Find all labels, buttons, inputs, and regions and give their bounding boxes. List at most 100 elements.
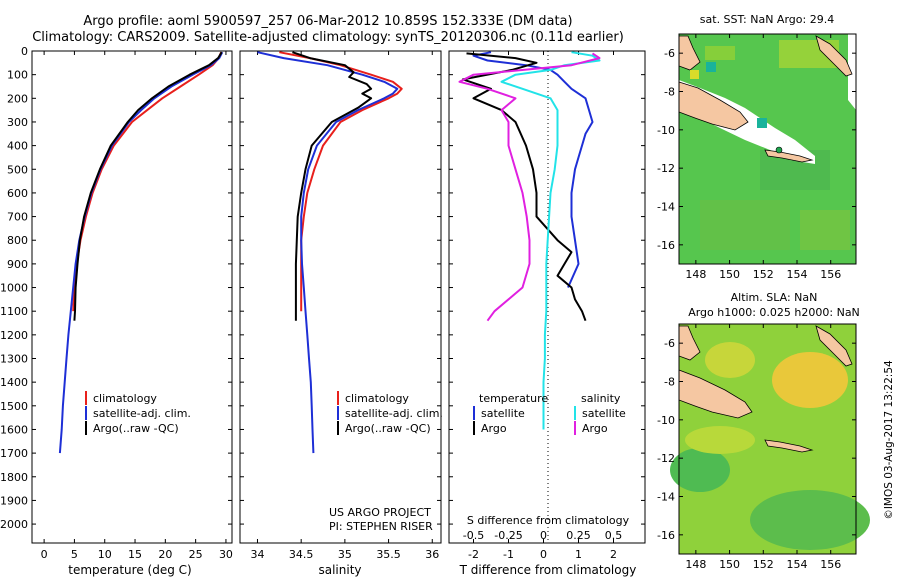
temperature-xlabel: temperature (deg C) [68,563,191,577]
sst-patch [700,200,790,250]
depth-tick-label: 200 [7,92,28,105]
x-tick-label: 1 [575,548,582,561]
depth-tick-label: 100 [7,69,28,82]
lon-tick-label: 156 [820,558,841,571]
depth-tick-label: 1400 [0,376,28,389]
s-tick-label: 0.5 [605,529,623,542]
pi-annotation: PI: STEPHEN RISER [329,520,433,533]
lat-tick-label: -6 [664,47,675,60]
sla-low-region [750,490,870,550]
x-tick-label: 2 [610,548,617,561]
temperature-legend: climatology satellite-adj. clim. Argo(..… [85,391,191,435]
depth-tick-label: 1100 [0,305,28,318]
difference-x-ticks: -2 -1 0 1 2 -0.5 -0.25 0 0.25 0.5 [463,51,622,561]
series-line-temperature-satellite [472,51,594,288]
sst-lon-ticks: 148 150 152 154 156 [685,34,841,281]
sla-lat-ticks: -6 -8 -10 -12 -14 -16 [657,337,856,542]
new-guinea-land [678,369,753,419]
x-tick-label: 20 [158,548,172,561]
temperature-series [58,51,224,454]
x-tick-label: 34 [250,548,264,561]
sla-map-frame [678,323,857,555]
depth-tick-label: 1900 [0,494,28,507]
salinity-legend: climatology satellite-adj. clim. Argo(..… [337,391,443,435]
sst-pixel [706,62,716,72]
lat-tick-label: -12 [657,452,675,465]
lat-tick-label: -6 [664,337,675,350]
lat-tick-label: -14 [657,201,675,214]
lon-tick-label: 156 [820,268,841,281]
lon-tick-label: 154 [787,268,808,281]
depth-tick-label: 2000 [0,518,28,531]
argo-location-marker [775,146,783,154]
x-tick-label: -2 [468,548,479,561]
legend-climatology: climatology [93,392,157,405]
x-tick-label: 35 [338,548,352,561]
lon-tick-label: 152 [753,558,774,571]
legend-sal-argo: Argo [582,422,608,435]
lon-tick-label: 152 [753,268,774,281]
depth-tick-label: 900 [7,258,28,271]
lat-tick-label: -8 [664,376,675,389]
lat-tick-label: -8 [664,86,675,99]
difference-panel: -2 -1 0 1 2 -0.5 -0.25 0 0.25 0.5 S difference fr… [448,50,646,577]
legend-header-temperature: temperature [479,392,548,405]
credit-stamp: ©IMOS 03-Aug-2017 13:22:54 [883,360,895,520]
title-line-1: Argo profile: aoml 5900597_257 06-Mar-20… [83,14,572,29]
sla-high-region [772,352,848,408]
temperature-panel: 0100200300400500600700800900100011001200… [0,45,233,577]
lon-tick-label: 150 [719,268,740,281]
x-tick-label: 34.5 [289,548,314,561]
series-line-argo-raw-qc- [292,51,373,321]
lat-tick-label: -12 [657,162,675,175]
salinity-xlabel: salinity [318,563,361,577]
new-ireland-land [815,325,853,367]
new-guinea-land [678,81,749,131]
x-tick-label: 36 [425,548,439,561]
series-line-argo-raw-qc- [73,51,223,321]
s-tick-label: 0 [540,529,547,542]
difference-series [458,51,601,430]
lat-tick-label: -14 [657,491,675,504]
sst-pixel [690,70,699,79]
x-tick-label: 0 [41,548,48,561]
lat-tick-label: -10 [657,124,675,137]
legend-header-salinity: salinity [581,392,621,405]
lon-tick-label: 148 [685,558,706,571]
s-difference-label: S difference from climatology [467,514,630,527]
depth-tick-label: 1200 [0,329,28,342]
sst-patch [800,210,850,250]
x-tick-label: 5 [71,548,78,561]
sla-map-title-1: Altim. SLA: NaN [731,291,818,304]
legend-satellite: satellite-adj. clim. [93,407,191,420]
sla-map: Altim. SLA: NaN Argo h1000: 0.025 h2000:… [657,291,870,571]
island-land [764,439,814,453]
lat-tick-label: -10 [657,414,675,427]
depth-tick-label: 1600 [0,423,28,436]
legend-climatology: climatology [345,392,409,405]
legend-temp-satellite: satellite [481,407,525,420]
depth-tick-label: 700 [7,211,28,224]
legend-sal-satellite: satellite [582,407,626,420]
depth-tick-label: 400 [7,140,28,153]
sst-patch [705,46,735,60]
legend-argo: Argo(..raw -QC) [93,422,179,435]
sst-map-frame [678,33,857,265]
x-tick-label: 10 [98,548,112,561]
s-tick-label: -0.25 [494,529,522,542]
depth-tick-label: 1300 [0,353,28,366]
island-land [764,149,814,163]
t-difference-label: T difference from climatology [459,563,637,577]
series-line-salinity-argo [458,52,601,322]
sst-lat-ticks: -6 -8 -10 -12 -14 -16 [657,47,856,252]
legend-satellite: satellite-adj. clim. [345,407,443,420]
lon-tick-label: 150 [719,558,740,571]
salinity-x-ticks: 34 34.5 35 35.5 36 [250,51,439,561]
salinity-series [257,51,403,454]
depth-tick-label: 1700 [0,447,28,460]
temperature-axes-frame [31,50,233,544]
sla-map-title-2: Argo h1000: 0.025 h2000: NaN [688,306,860,319]
new-ireland-land [815,35,853,77]
depth-tick-label: 1500 [0,400,28,413]
